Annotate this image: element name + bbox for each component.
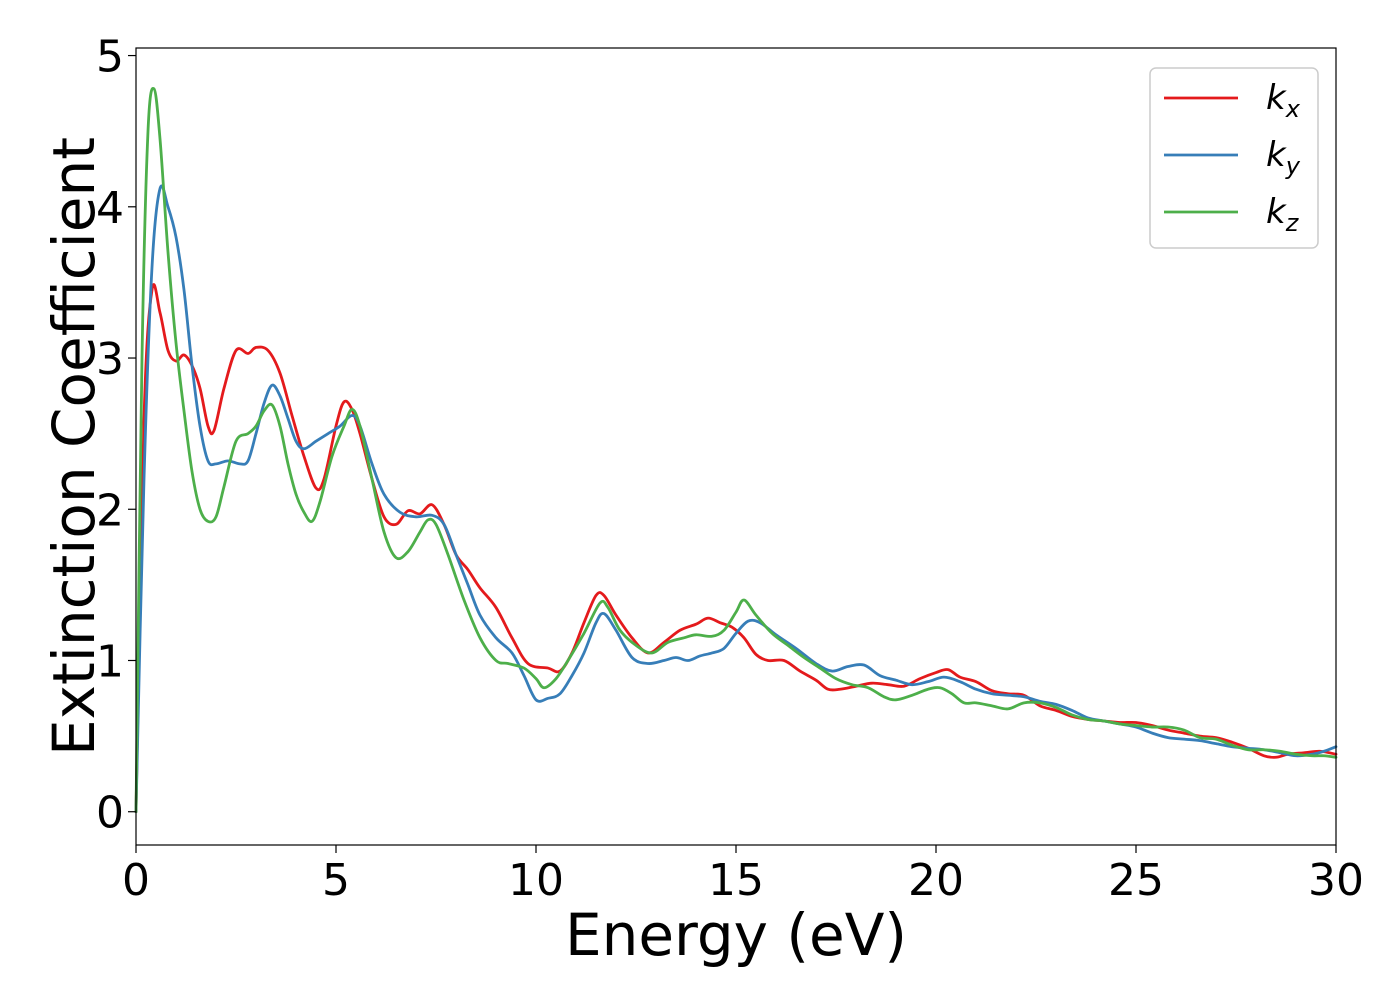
x-tick-label: 15 (708, 855, 764, 906)
x-tick-label: 5 (322, 855, 350, 906)
x-tick-label: 10 (508, 855, 564, 906)
y-axis-label: Extinction Coefficient (40, 137, 108, 756)
x-tick-label: 25 (1108, 855, 1164, 906)
series-line-z (134, 87, 1338, 814)
y-tick-label: 1 (96, 636, 124, 687)
y-tick-label: 5 (96, 32, 124, 83)
legend-label-subscript: y (1285, 152, 1301, 180)
x-tick-label: 0 (122, 855, 150, 906)
series-layer (134, 87, 1338, 814)
x-axis-label: Energy (eV) (565, 901, 907, 969)
y-tick-label: 4 (96, 183, 124, 234)
tick-layer: 0 5 10 15 20 25 30 0 1 2 3 4 5 (96, 32, 1364, 906)
x-tick-label: 20 (908, 855, 964, 906)
legend-label-subscript: z (1285, 209, 1300, 237)
y-tick-label: 0 (96, 788, 124, 839)
legend-box (1149, 67, 1319, 249)
legend-label-subscript: x (1285, 95, 1301, 123)
x-tick-label: 30 (1308, 855, 1364, 906)
y-tick-label: 3 (96, 334, 124, 385)
y-tick-label: 2 (96, 485, 124, 536)
